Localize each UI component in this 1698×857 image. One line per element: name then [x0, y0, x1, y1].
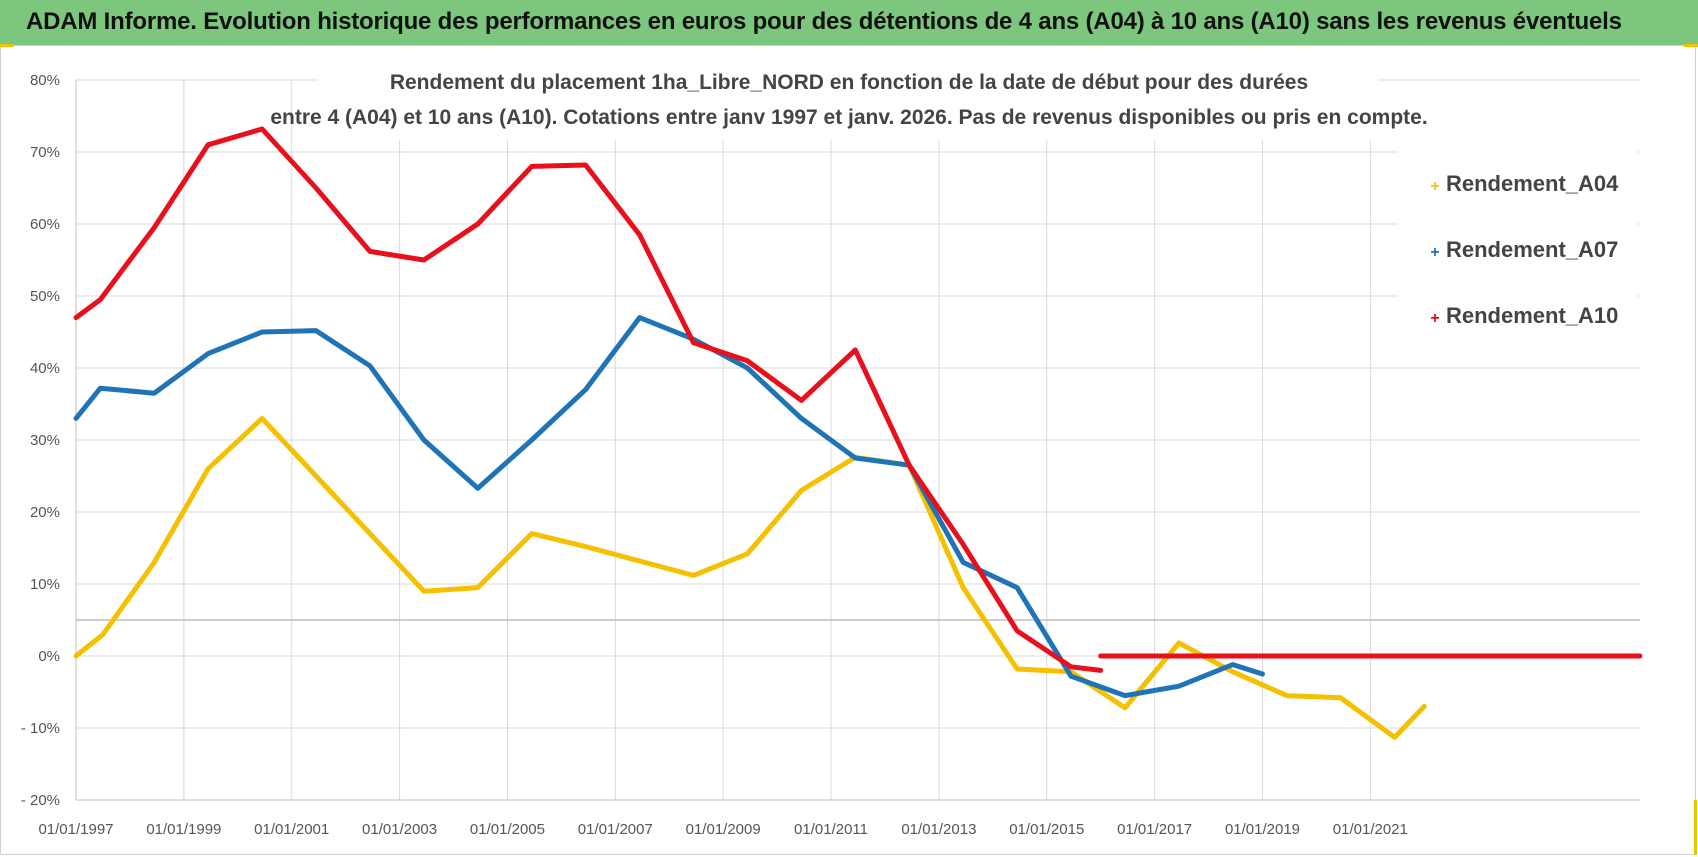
x-tick-label: 01/01/2011	[794, 821, 868, 838]
x-tick-label: 01/01/1999	[146, 821, 221, 838]
x-tick-label: 01/01/2007	[578, 821, 653, 838]
x-tick-label: 01/01/2021	[1333, 821, 1408, 838]
y-tick-label: - 10%	[21, 720, 60, 737]
series-line-rendement-a07	[73, 315, 1265, 699]
legend: + Rendement_A04 + Rendement_A07 + Rendem…	[1430, 171, 1619, 328]
x-tick-label: 01/01/2009	[686, 821, 761, 838]
y-tick-label: 40%	[30, 360, 60, 377]
y-tick-label: 10%	[30, 576, 60, 593]
x-tick-label: 01/01/2015	[1009, 821, 1084, 838]
header-bar: ADAM Informe. Evolution historique des p…	[0, 0, 1698, 46]
legend-label-a07: Rendement_A07	[1446, 237, 1618, 262]
legend-label-a04: Rendement_A04	[1446, 171, 1619, 196]
y-tick-label: 0%	[38, 648, 60, 665]
chart-frame	[0, 45, 1696, 855]
x-tick-label: 01/01/2003	[362, 821, 437, 838]
y-tick-label: 70%	[30, 144, 60, 161]
x-tick-label: 01/01/2017	[1117, 821, 1192, 838]
chart-title-line-1: Rendement du placement 1ha_Libre_NORD en…	[390, 71, 1308, 94]
title-background	[318, 62, 1378, 140]
corner-marker-bottom-right	[1694, 800, 1697, 855]
x-tick-label: 01/01/1997	[38, 821, 113, 838]
legend-marker-a04: +	[1430, 178, 1439, 195]
x-tick-label: 01/01/2013	[901, 821, 976, 838]
page-title: ADAM Informe. Evolution historique des p…	[26, 8, 1622, 35]
corner-marker-top-right	[1684, 44, 1698, 47]
legend-label-a10: Rendement_A10	[1446, 303, 1618, 328]
series-line-rendement-a04	[73, 415, 1427, 740]
legend-marker-a10: +	[1430, 310, 1439, 327]
legend-background	[1398, 150, 1638, 350]
legend-marker-a07: +	[1430, 244, 1439, 261]
chart-title-line-2: entre 4 (A04) et 10 ans (A10). Cotations…	[270, 106, 1427, 129]
y-tick-label: 60%	[30, 216, 60, 233]
y-tick-label: 30%	[30, 432, 60, 449]
y-tick-label: 20%	[30, 504, 60, 521]
x-tick-label: 01/01/2005	[470, 821, 545, 838]
series-line-rendement-a10	[73, 126, 1104, 673]
x-axis-ticks: 01/01/1997 01/01/1999 01/01/2001 01/01/2003…	[38, 821, 1407, 838]
y-tick-label: 50%	[30, 288, 60, 305]
x-tick-label: 01/01/2001	[254, 821, 329, 838]
y-tick-label: - 20%	[21, 792, 60, 809]
y-axis-ticks: 80% 70% 60% 50% 40% 30% 20% 10% 0% - 10% - 20%	[21, 72, 60, 809]
x-tick-label: 01/01/2019	[1225, 821, 1300, 838]
y-tick-label: 80%	[30, 72, 60, 89]
series-lines	[73, 126, 1643, 740]
corner-marker-top-left	[0, 44, 14, 47]
